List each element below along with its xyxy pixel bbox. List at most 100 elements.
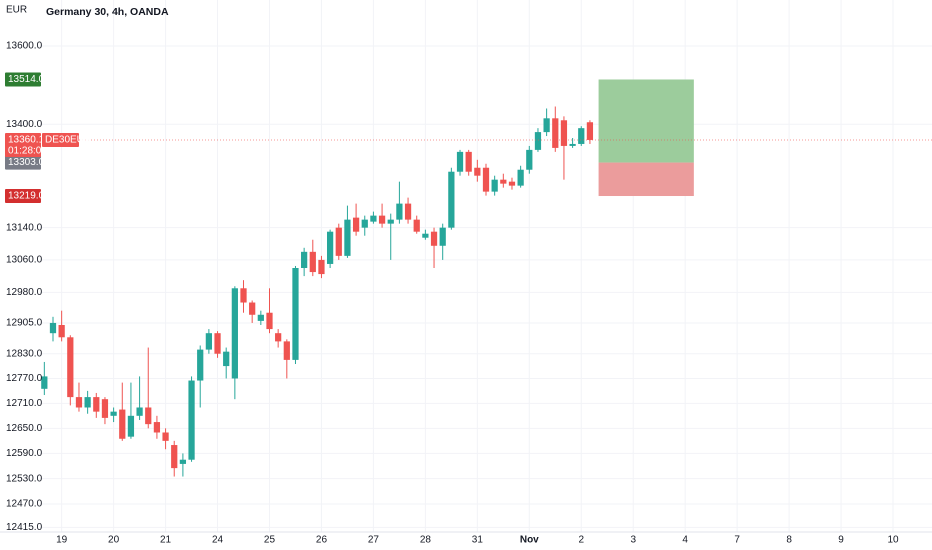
symbol-tag: DE30EUR: [45, 135, 91, 146]
candle-body: [344, 219, 351, 256]
candle-body: [162, 432, 169, 441]
candle-body: [84, 397, 91, 408]
candle-body: [223, 351, 230, 367]
candle-body: [352, 217, 360, 232]
candle-body: [534, 132, 542, 150]
candle-body: [552, 118, 559, 148]
axes: 13600.0 13400.0 13140.0 13060.0 12980.0 12905…: [0, 41, 932, 546]
stop-price-label: 13219.0: [8, 191, 45, 202]
candle-body: [171, 445, 178, 469]
y-tick-label: 12770.0: [6, 373, 43, 384]
candle-body: [569, 143, 576, 146]
loss-zone: [598, 162, 694, 197]
y-tick-label: 12470.0: [6, 499, 43, 510]
candle-body: [404, 203, 412, 220]
candle-body: [422, 233, 429, 238]
candle-body: [153, 422, 161, 433]
candle-body: [136, 407, 143, 416]
candle-body: [49, 322, 57, 334]
candle-body: [586, 122, 594, 140]
y-tick-label: 12530.0: [6, 473, 43, 484]
y-tick-label: 12415.0: [6, 522, 43, 533]
chart-title: Germany 30, 4h, OANDA: [46, 6, 169, 18]
profit-zone: [598, 79, 694, 163]
candle-body: [474, 167, 481, 176]
x-tick-label: 27: [368, 535, 380, 546]
y-tick-label: 12710.0: [6, 398, 43, 409]
x-tick-label: 25: [264, 535, 276, 546]
y-tick-label: 13140.0: [6, 222, 43, 233]
candle-body: [526, 149, 533, 170]
candle-body: [578, 128, 585, 144]
y-tick-label: 12905.0: [6, 318, 43, 329]
candle-body: [127, 415, 135, 437]
candle-body: [101, 399, 109, 418]
candle-body: [301, 251, 308, 269]
candle-body: [257, 314, 264, 321]
candle-body: [93, 397, 100, 412]
last-price-bg: [5, 132, 41, 157]
candle-body: [508, 181, 516, 186]
candle-body: [283, 341, 290, 360]
candle-body: [249, 302, 256, 315]
candle-body: [214, 333, 221, 354]
y-tick-label: 13600.0: [6, 41, 43, 52]
x-tick-label: 8: [786, 535, 792, 546]
candle-body: [318, 259, 325, 275]
y-tick-label: 12650.0: [6, 423, 43, 434]
candle-body: [500, 179, 507, 184]
candle-body: [309, 251, 316, 273]
candle-body: [145, 407, 152, 425]
x-tick-label: 31: [472, 535, 484, 546]
candle-body: [275, 333, 282, 342]
y-tick-label: 12590.0: [6, 448, 43, 459]
candle-body: [240, 288, 247, 303]
countdown: 01:28:00: [8, 146, 47, 157]
candle-body: [439, 227, 446, 246]
candle-body: [456, 151, 464, 172]
x-tick-label: 24: [212, 535, 224, 546]
x-tick-label: 7: [734, 535, 740, 546]
x-tick-label: 26: [316, 535, 328, 546]
x-tick-label: 21: [160, 535, 172, 546]
x-tick-label: 2: [578, 535, 584, 546]
entry-price-label: 13303.0: [8, 157, 45, 168]
candle-body: [378, 215, 386, 224]
x-tick-label: 10: [887, 535, 899, 546]
candle-body: [197, 349, 204, 381]
candle-body: [231, 288, 238, 379]
candle-body: [430, 231, 438, 246]
candle-body: [560, 120, 568, 146]
candle-body: [491, 179, 498, 192]
candle-body: [543, 118, 550, 133]
candle-body: [465, 151, 472, 172]
candle-body: [205, 333, 212, 350]
candle-body: [413, 219, 420, 232]
candle-body: [361, 219, 368, 228]
last-price-label: 13360.1: [8, 135, 45, 146]
candle-body: [292, 268, 299, 360]
x-tick-label: 28: [420, 535, 432, 546]
candle-body: [482, 167, 490, 192]
candle-body: [75, 397, 83, 408]
candle-body: [41, 376, 48, 389]
candle-body: [179, 459, 187, 464]
currency: EUR: [6, 5, 27, 16]
target-price-label-bg: [5, 72, 41, 87]
candle-body: [67, 337, 74, 398]
symbol-tag-bg: [42, 132, 79, 147]
stop-price-label-bg: [5, 189, 41, 204]
candle-body: [517, 169, 524, 186]
x-tick-label: 4: [682, 535, 688, 546]
plot-area: [40, 79, 932, 477]
candle-body: [326, 231, 334, 264]
target-price-label: 13514.0: [8, 74, 45, 85]
y-tick-label: 13400.0: [6, 119, 43, 130]
x-tick-label: 19: [56, 535, 68, 546]
candle-body: [58, 324, 65, 338]
candle-body: [387, 219, 394, 224]
candle-body: [119, 409, 126, 439]
